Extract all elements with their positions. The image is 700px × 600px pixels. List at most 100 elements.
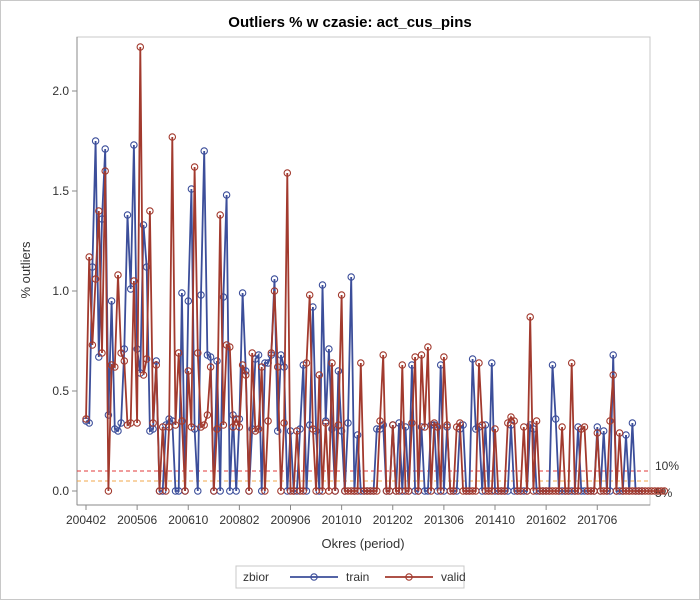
data-point: [472, 487, 480, 495]
data-point: [408, 419, 416, 427]
x-tick-label: 200402: [66, 513, 106, 527]
data-point: [567, 359, 576, 367]
data-point: [273, 363, 282, 371]
data-point: [104, 487, 113, 495]
data-point: [174, 349, 183, 357]
data-point: [226, 343, 234, 351]
y-axis-title: % outliers: [18, 241, 33, 299]
data-point: [130, 277, 138, 285]
data-point: [184, 297, 193, 305]
x-tick-label: 201010: [322, 513, 362, 527]
data-point: [468, 355, 477, 363]
x-tick-label: 200906: [270, 513, 310, 527]
data-point: [580, 423, 589, 431]
data-point: [440, 353, 448, 361]
chart-title: Outliers % w czasie: act_cus_pins: [228, 14, 471, 31]
data-point: [133, 419, 141, 427]
data-point: [571, 487, 579, 495]
data-point: [267, 349, 276, 357]
data-point: [321, 419, 330, 427]
data-point: [286, 487, 295, 495]
data-point: [171, 487, 180, 495]
data-point: [488, 359, 496, 367]
legend-label: train: [346, 570, 369, 584]
x-tick-label: 201602: [526, 513, 566, 527]
x-tick-label: 200610: [168, 513, 208, 527]
data-point: [203, 411, 212, 419]
data-point: [261, 487, 269, 495]
data-point: [328, 359, 336, 367]
data-point: [401, 487, 410, 495]
data-point: [254, 425, 263, 433]
data-point: [146, 207, 154, 215]
data-point: [382, 487, 391, 495]
data-point: [315, 371, 324, 379]
x-axis-ticks: 200402 200506 200610 200802 200906 201010 2012…: [66, 505, 618, 527]
legend-item-valid: valid: [385, 570, 466, 584]
data-point: [615, 429, 624, 437]
data-point: [232, 487, 240, 495]
data-point: [238, 361, 247, 369]
data-point: [101, 145, 109, 153]
data-point: [510, 417, 518, 425]
data-point: [264, 417, 272, 425]
data-point: [190, 163, 199, 171]
x-tick-label: 201410: [475, 513, 515, 527]
data-point: [206, 363, 215, 371]
legend: zbior train valid: [235, 565, 466, 589]
data-point: [548, 361, 557, 369]
data-point: [213, 425, 221, 433]
data-point: [194, 349, 202, 357]
data-point: [376, 417, 384, 425]
legend-label: valid: [441, 570, 466, 584]
data-point: [497, 487, 506, 495]
x-tick-label: 201706: [577, 513, 617, 527]
data-point: [245, 487, 253, 495]
data-point: [254, 351, 263, 359]
data-point: [478, 421, 486, 429]
data-point: [587, 487, 595, 495]
data-point: [401, 423, 410, 431]
x-tick-label: 200802: [219, 513, 259, 527]
data-point: [331, 487, 339, 495]
data-point: [657, 487, 665, 495]
data-point: [197, 291, 205, 299]
data-point: [622, 431, 630, 439]
data-point: [424, 343, 432, 351]
data-point: [210, 487, 218, 495]
data-point: [433, 423, 442, 431]
data-point: [309, 425, 317, 433]
data-point: [107, 297, 116, 305]
y-axis-ticks: 0.0 0.5 1.0 1.5 2.0: [52, 84, 77, 498]
data-point: [139, 221, 148, 229]
data-point: [142, 355, 151, 363]
data-point: [574, 487, 582, 495]
data-point: [238, 289, 247, 297]
legend-marker: [310, 573, 318, 581]
data-point: [299, 487, 308, 495]
reference-label: 10%: [655, 459, 679, 473]
data-point: [606, 417, 614, 425]
data-point: [475, 359, 483, 367]
data-point: [194, 487, 202, 495]
data-point: [404, 487, 413, 495]
data-point: [398, 361, 407, 369]
data-point: [446, 487, 455, 495]
x-tick-label: 201306: [424, 513, 464, 527]
legend-marker: [405, 573, 413, 581]
data-point: [114, 427, 122, 435]
data-point: [427, 487, 435, 495]
y-tick-label: 0.0: [52, 484, 69, 498]
data-point: [414, 487, 423, 495]
data-point: [149, 419, 157, 427]
data-point: [187, 423, 196, 431]
data-point: [599, 487, 608, 495]
data-point: [593, 429, 602, 437]
x-tick-label: 200506: [117, 513, 157, 527]
data-point: [95, 207, 103, 215]
data-point: [369, 487, 378, 495]
data-point: [184, 367, 193, 375]
data-point: [599, 427, 608, 435]
data-point: [392, 487, 400, 495]
data-point: [219, 293, 228, 301]
